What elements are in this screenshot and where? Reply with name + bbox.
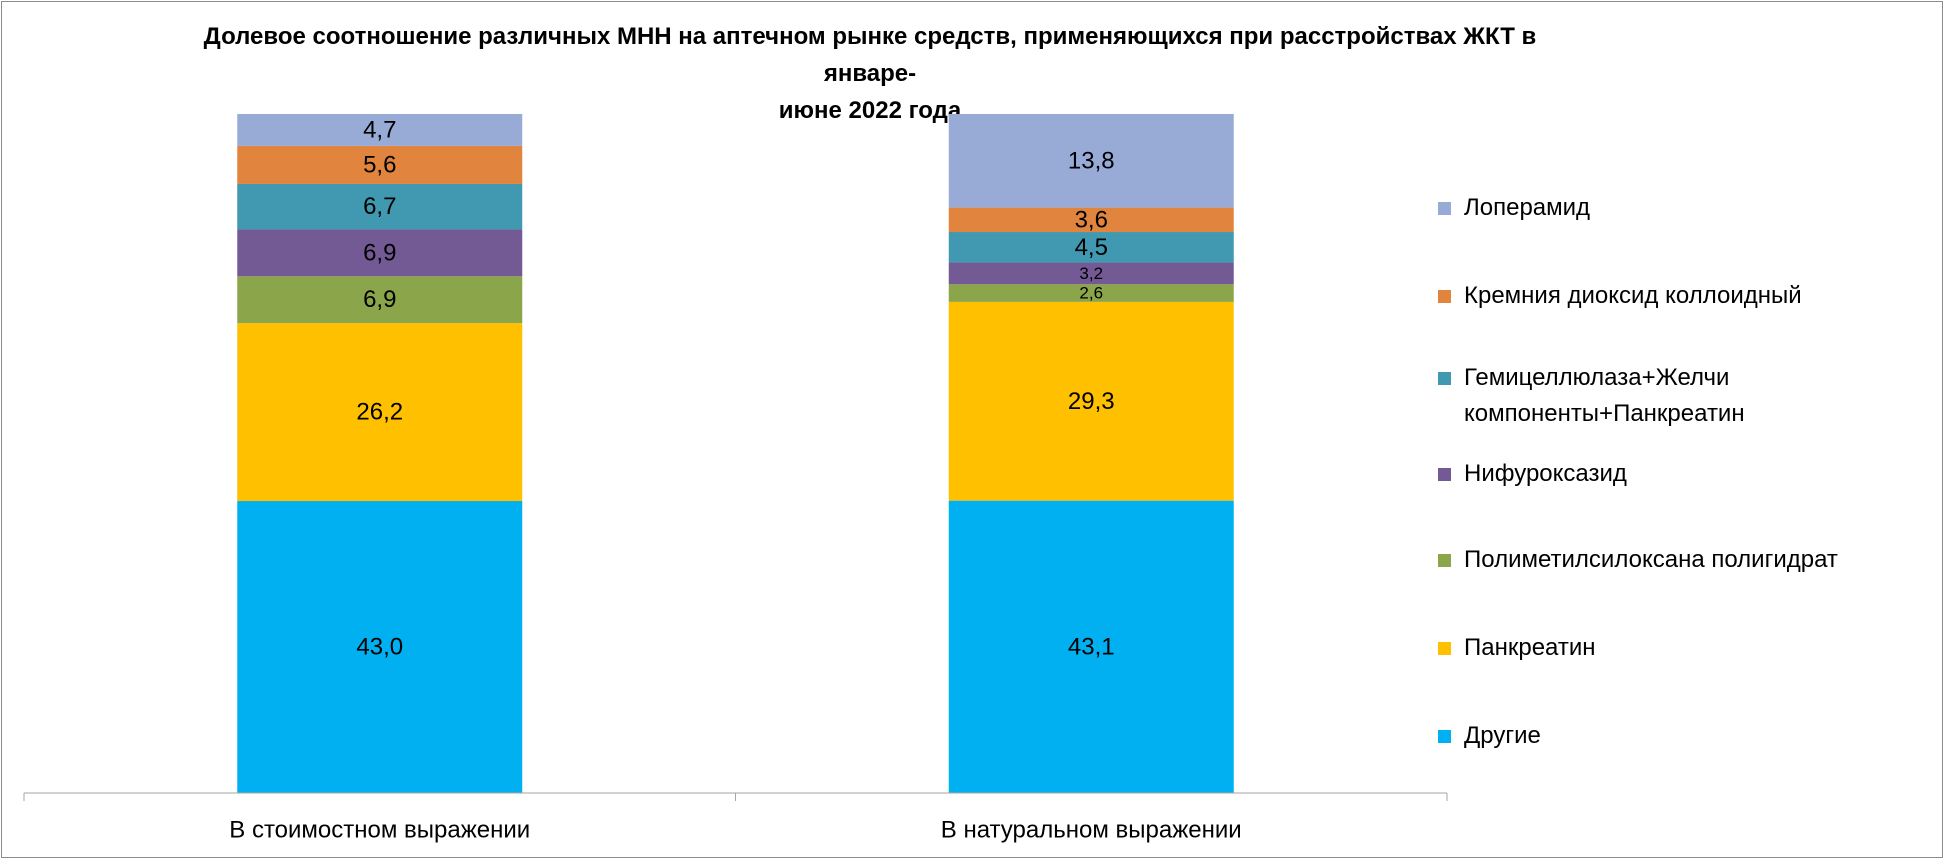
legend-label: Нифуроксазид — [1464, 460, 1627, 487]
bar-segment — [948, 284, 1234, 302]
data-label: 5,6 — [363, 151, 396, 178]
legend-swatch — [1438, 372, 1451, 385]
data-label: 3,2 — [1079, 264, 1103, 283]
bar-segment — [948, 207, 1234, 233]
legend-label: Кремния диоксид коллоидный — [1464, 282, 1802, 309]
legend-label: Другие — [1464, 722, 1541, 749]
bar-segment — [237, 229, 523, 277]
x-tick-label: В стоимостном выражении — [229, 817, 530, 844]
x-tick-label: В натуральном выражении — [941, 817, 1242, 844]
legend-swatch — [1438, 202, 1451, 215]
data-label: 2,6 — [1079, 284, 1103, 303]
data-label: 26,2 — [356, 399, 403, 426]
bar-segment — [237, 114, 523, 146]
bar-segment — [948, 114, 1234, 208]
data-label: 43,0 — [356, 634, 403, 661]
data-label: 43,1 — [1068, 633, 1115, 660]
data-label: 13,8 — [1068, 147, 1115, 174]
bar-segment — [948, 262, 1234, 285]
chart-title: Долевое соотношение различных МНН на апт… — [203, 23, 1537, 124]
data-label: 29,3 — [1068, 388, 1115, 415]
legend-swatch — [1438, 730, 1451, 743]
data-label: 3,6 — [1075, 206, 1108, 233]
bar-segment — [237, 276, 523, 324]
legend-label: Гемицеллюлаза+Желчи компоненты+Панкреати… — [1464, 364, 1745, 427]
legend-swatch — [1438, 642, 1451, 655]
bar-segment — [237, 183, 523, 230]
legend-label: Панкреатин — [1464, 634, 1596, 661]
data-label: 6,9 — [363, 239, 396, 266]
bar-segment — [237, 501, 523, 793]
data-label: 6,9 — [363, 286, 396, 313]
legend-label: Полиметилсилоксана полигидрат — [1464, 546, 1838, 573]
legend-label: Лоперамид — [1464, 194, 1591, 221]
bar-segment — [237, 323, 523, 502]
data-label: 4,5 — [1075, 234, 1108, 261]
data-label: 4,7 — [363, 116, 396, 143]
bar-segment — [948, 232, 1234, 263]
legend-swatch — [1438, 554, 1451, 567]
bar-segment — [237, 145, 523, 184]
bar-segment — [948, 301, 1234, 501]
legend-swatch — [1438, 290, 1451, 303]
data-label: 6,7 — [363, 193, 396, 220]
bar-segment — [948, 500, 1234, 793]
legend-swatch — [1438, 468, 1451, 481]
